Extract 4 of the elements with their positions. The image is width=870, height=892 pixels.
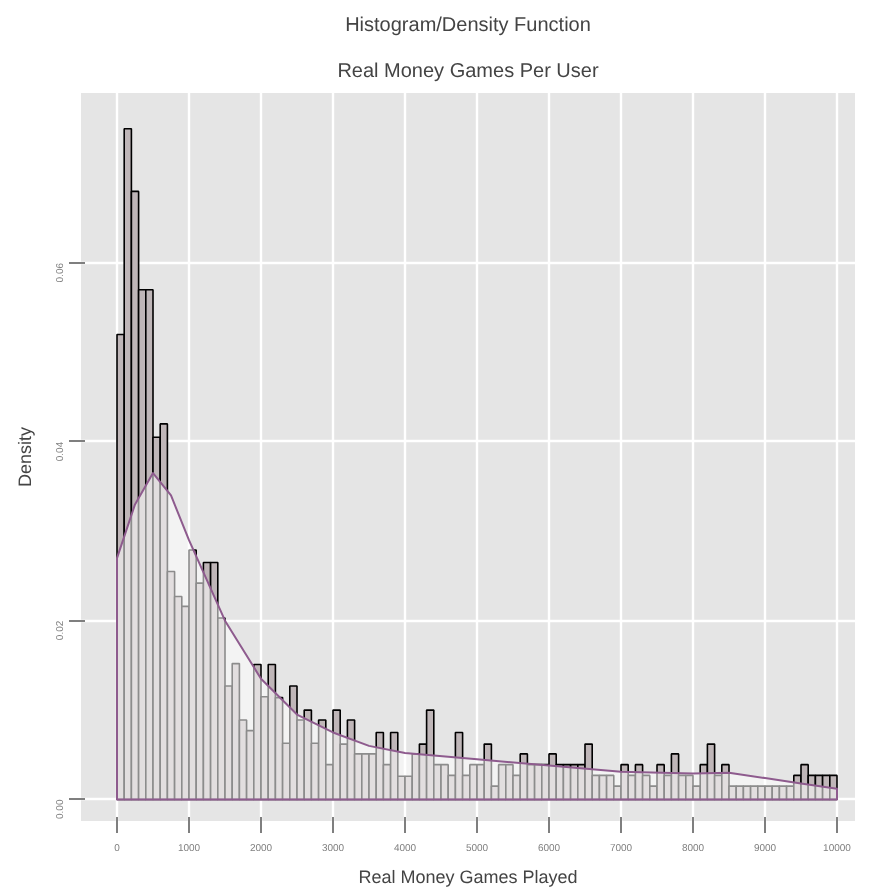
chart-title: Histogram/Density Function <box>345 15 591 37</box>
x-axis-title: Real Money Games Played <box>358 867 578 887</box>
chart-subtitle: Real Money Games Per User <box>337 61 600 83</box>
y-axis-title: Density <box>15 425 35 488</box>
